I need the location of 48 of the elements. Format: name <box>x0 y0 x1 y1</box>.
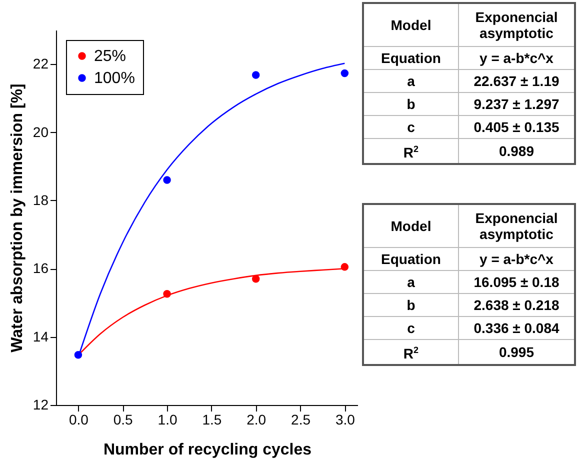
point <box>163 290 171 298</box>
point <box>340 263 349 271</box>
text: 0.995 <box>458 340 575 365</box>
text: Exponencial asymptotic <box>458 204 575 248</box>
text: Model <box>363 204 458 248</box>
y-tick-label: 12 <box>32 396 49 412</box>
text: c <box>363 116 458 138</box>
y-tick-label: 18 <box>32 192 49 208</box>
point <box>340 69 349 78</box>
y-tick-label: 14 <box>32 328 49 344</box>
text: 0.336 ± 0.084 <box>458 316 575 340</box>
x-tick-label: 1.5 <box>202 412 222 428</box>
legend-label: 100% <box>94 70 135 87</box>
x-tick-label: 0.0 <box>68 412 89 428</box>
text: Model <box>363 3 458 46</box>
text: 22.637 ± 1.19 <box>458 70 575 92</box>
y-tick-label: 22 <box>32 56 49 72</box>
text: a <box>363 70 458 92</box>
text: 16.095 ± 0.18 <box>458 270 575 294</box>
x-tick-label: 2.0 <box>246 412 266 428</box>
text: y = a-b*c^x <box>458 248 575 270</box>
x-tick-label: 0.5 <box>113 412 134 428</box>
text: 2.638 ± 0.218 <box>458 294 575 316</box>
point <box>252 71 260 79</box>
x-tick-label: 1.0 <box>158 412 178 428</box>
x-tick-label: 2.5 <box>291 412 311 428</box>
text: b <box>363 92 458 116</box>
text: 0.989 <box>458 138 575 164</box>
y-tick-label: 20 <box>32 124 49 140</box>
text: Equation <box>363 248 458 270</box>
text: c <box>363 316 458 340</box>
text: 0.405 ± 0.135 <box>458 116 575 138</box>
legend-label: 25% <box>94 48 126 65</box>
text: Equation <box>363 46 458 70</box>
text: y = a-b*c^x <box>458 46 575 70</box>
text: a <box>363 270 458 294</box>
text: R$^{2}$ <box>363 138 458 164</box>
point <box>252 275 260 283</box>
text: 9.237 ± 1.297 <box>458 92 575 116</box>
x-tick-label: 3.0 <box>335 412 356 428</box>
point <box>74 351 82 359</box>
y-tick-label: 16 <box>32 260 49 276</box>
point <box>163 176 171 184</box>
x-axis-title: Number of recycling cycles <box>103 442 312 458</box>
text: Exponencial asymptotic <box>458 3 575 46</box>
text: b <box>363 294 458 316</box>
y-axis-title: Water absorption by immersion [%] <box>8 84 26 352</box>
text: R$^{2}$ <box>363 340 458 365</box>
